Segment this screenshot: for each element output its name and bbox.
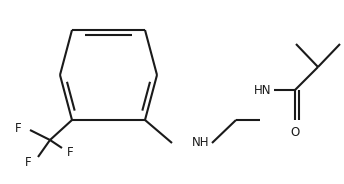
Text: NH: NH (192, 137, 209, 149)
Text: O: O (290, 125, 300, 139)
Text: F: F (25, 155, 31, 169)
Text: F: F (15, 121, 21, 135)
Text: HN: HN (254, 84, 271, 96)
Text: F: F (67, 146, 73, 160)
